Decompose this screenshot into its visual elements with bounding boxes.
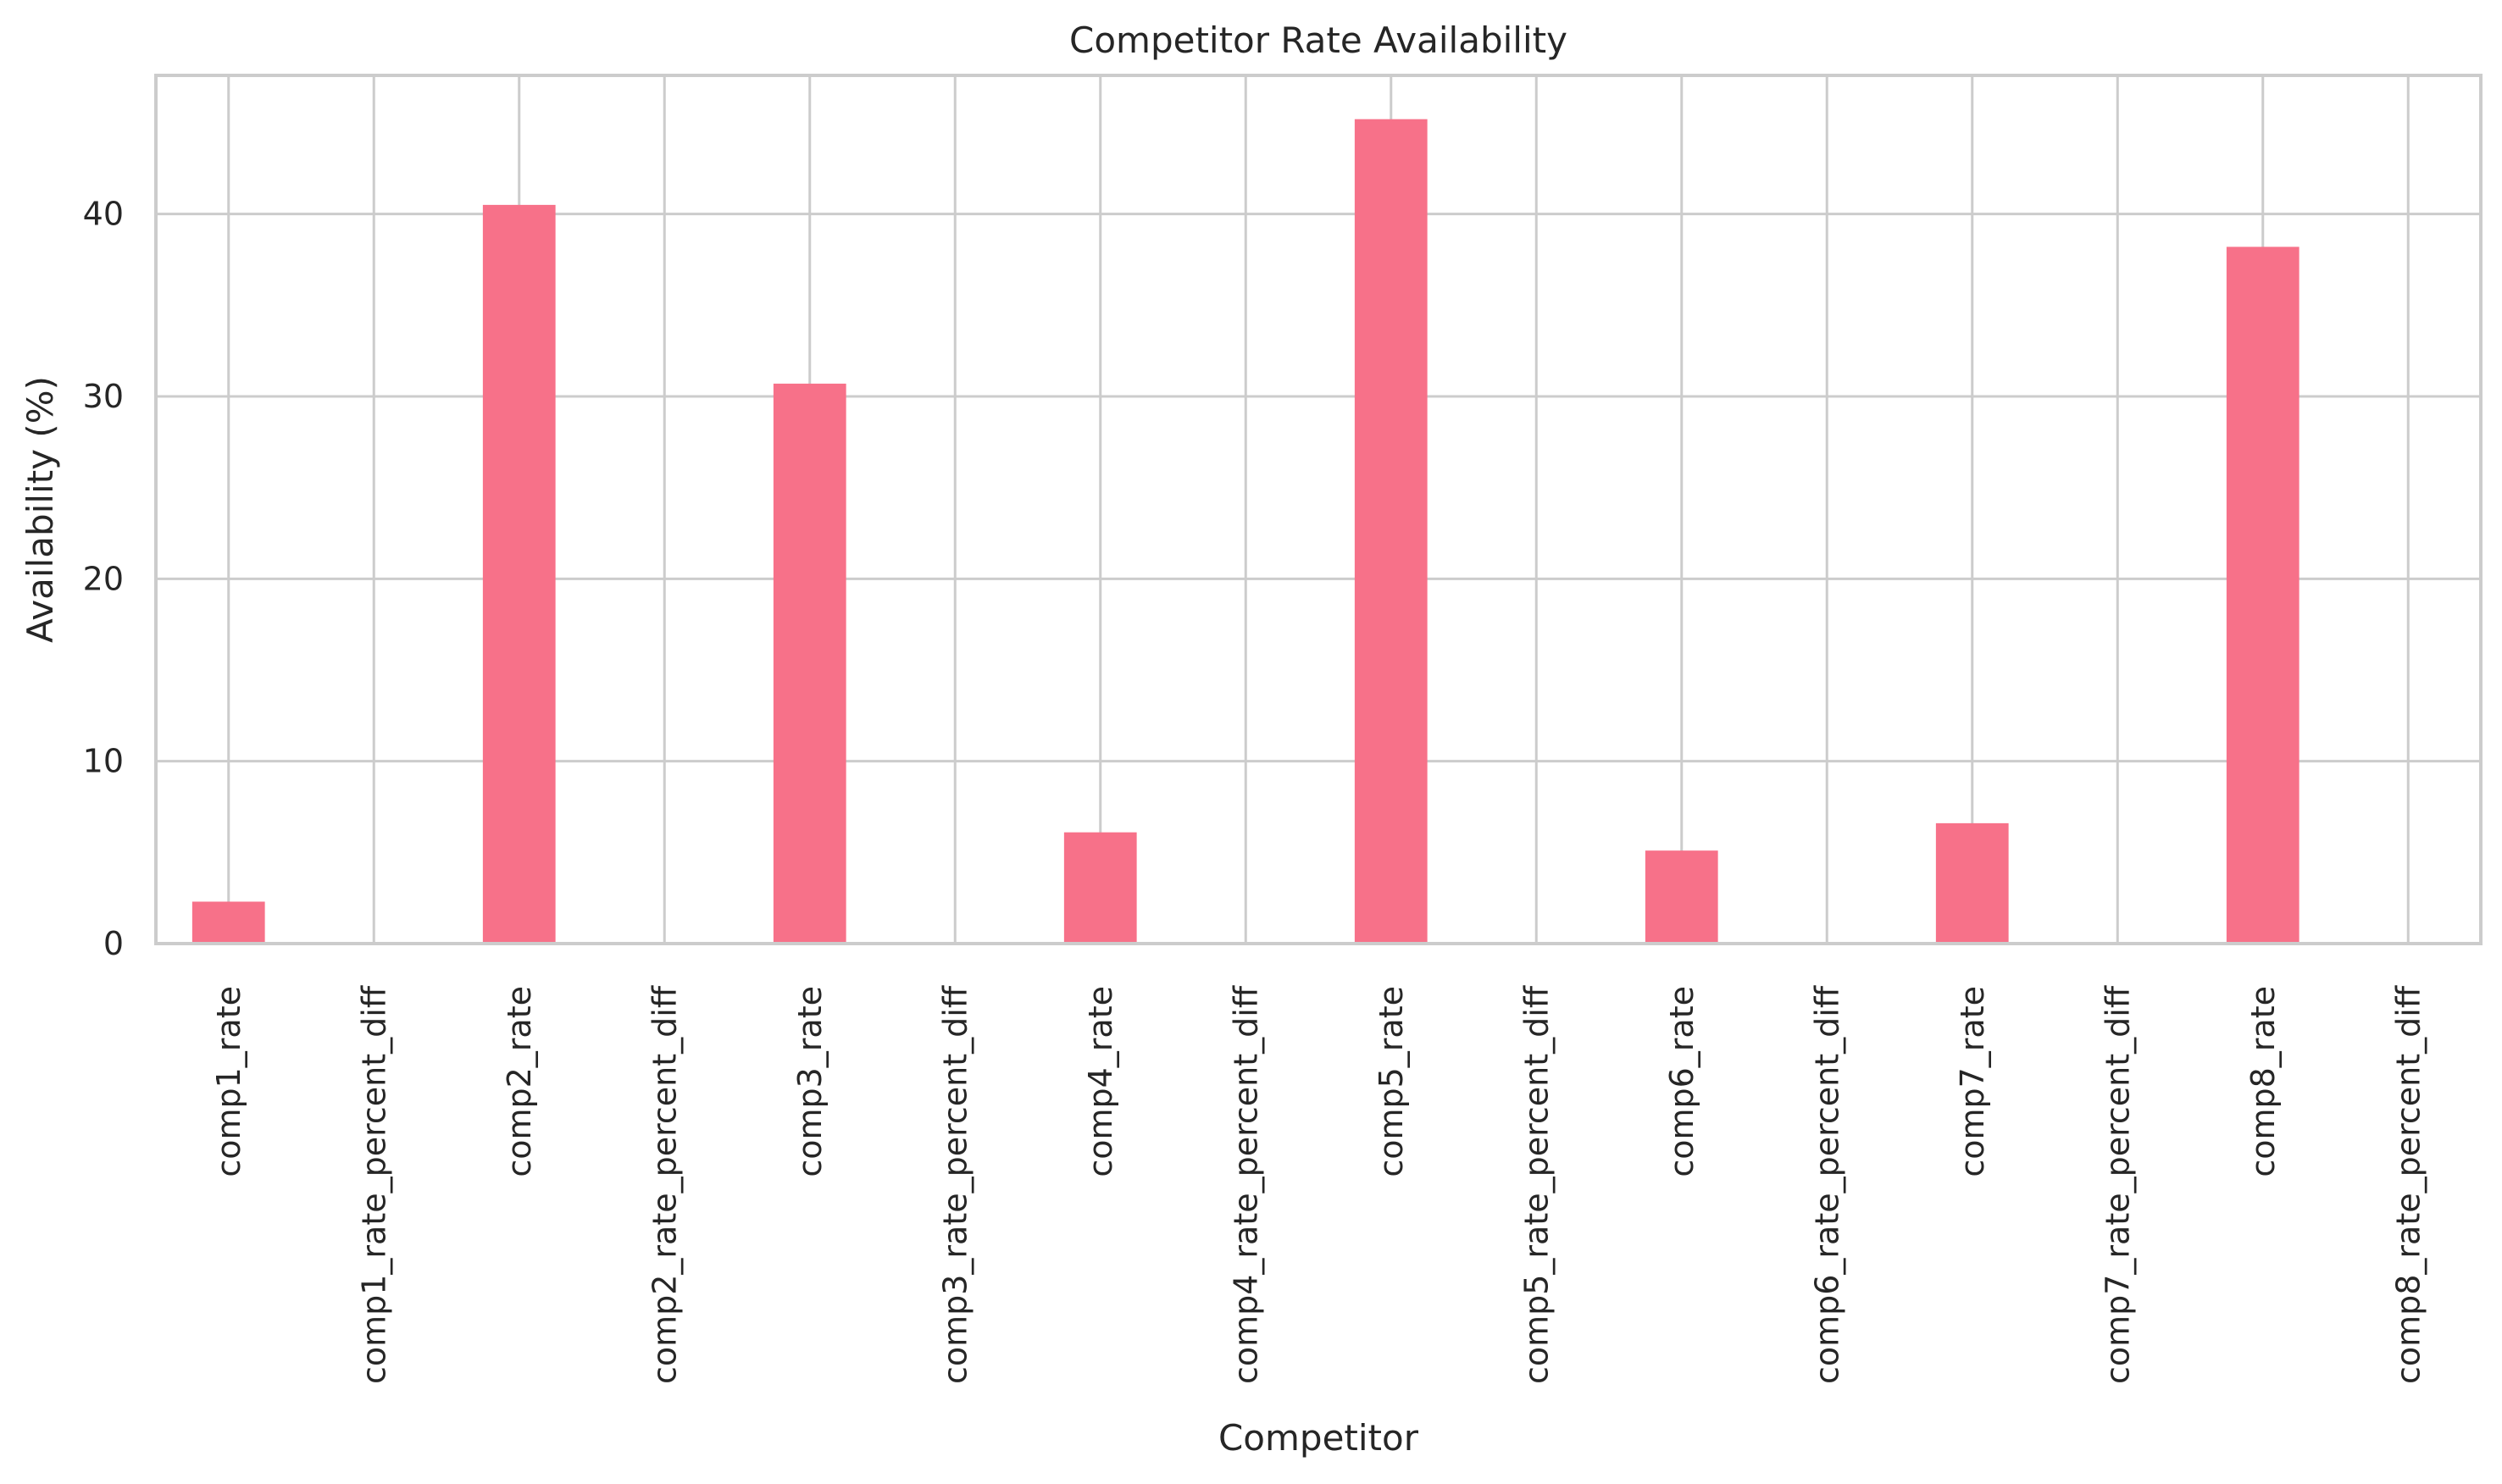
bar-comp6_rate <box>1645 850 1718 944</box>
bars <box>191 119 2300 944</box>
x-tick-label: comp5_rate_percent_diff <box>1517 985 1555 1384</box>
x-axis-label: Competitor <box>1218 1417 1419 1459</box>
x-tick-label: comp4_rate <box>1082 986 1119 1177</box>
x-tick-label: comp7_rate <box>1954 986 1991 1177</box>
bar-comp2_rate <box>482 204 556 944</box>
x-axis-ticks: comp1_rate comp1_rate_percent_diff comp2_r… <box>210 985 2427 1384</box>
bar-comp7_rate <box>1935 822 2009 944</box>
x-tick-label: comp2_rate <box>501 986 538 1177</box>
bar-comp3_rate <box>773 383 846 944</box>
y-tick-label: 40 <box>83 196 124 233</box>
bar-comp4_rate <box>1063 832 1137 944</box>
x-tick-label: comp8_rate_percent_diff <box>2389 985 2427 1384</box>
bar-comp1_rate <box>191 901 265 944</box>
y-tick-label: 10 <box>83 743 124 780</box>
x-tick-label: comp1_rate <box>210 986 247 1177</box>
x-tick-label: comp3_rate_percent_diff <box>936 985 974 1384</box>
x-tick-label: comp1_rate_percent_diff <box>355 985 392 1384</box>
bar-comp5_rate <box>1354 119 1428 944</box>
y-axis-label: Availability (%) <box>19 376 61 643</box>
plot-frame <box>154 74 2483 945</box>
x-tick-label: comp4_rate_percent_diff <box>1227 985 1264 1384</box>
x-tick-label: comp6_rate_percent_diff <box>1808 985 1845 1384</box>
x-tick-label: comp2_rate_percent_diff <box>646 985 683 1384</box>
bar-comp8_rate <box>2226 246 2300 944</box>
x-tick-label: comp7_rate_percent_diff <box>2099 985 2136 1384</box>
chart-title: Competitor Rate Availability <box>1069 19 1567 61</box>
y-tick-label: 20 <box>83 560 124 597</box>
x-tick-label: comp5_rate <box>1373 986 1410 1177</box>
y-axis-ticks: 0 10 20 30 40 <box>83 196 124 962</box>
y-tick-label: 30 <box>83 378 124 415</box>
x-tick-label: comp3_rate <box>791 986 829 1177</box>
x-tick-label: comp6_rate <box>1663 986 1700 1177</box>
x-tick-label: comp8_rate <box>2244 986 2282 1177</box>
y-tick-label: 0 <box>103 925 124 962</box>
